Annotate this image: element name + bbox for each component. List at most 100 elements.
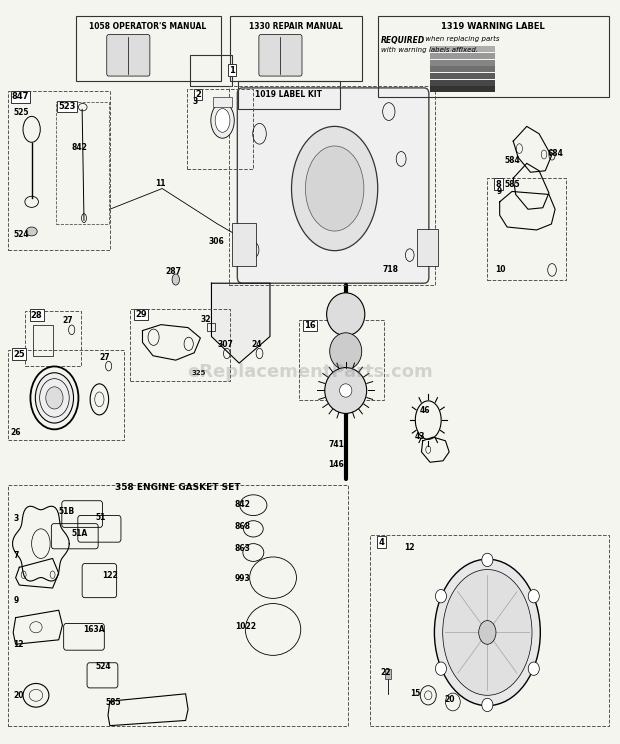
- Text: 12: 12: [404, 542, 415, 551]
- Text: 741: 741: [329, 440, 344, 449]
- Text: 842: 842: [72, 143, 87, 152]
- Ellipse shape: [211, 103, 234, 138]
- Text: 9: 9: [497, 187, 502, 196]
- Bar: [417, 229, 438, 266]
- Text: 1022: 1022: [235, 623, 256, 632]
- Bar: [430, 86, 495, 92]
- Text: 4: 4: [378, 538, 384, 547]
- Text: 10: 10: [495, 265, 505, 274]
- Bar: [190, 54, 232, 86]
- Bar: [430, 73, 495, 79]
- Text: 146: 146: [329, 460, 344, 469]
- Text: 122: 122: [102, 571, 118, 580]
- Bar: [430, 60, 495, 65]
- Text: 11: 11: [155, 179, 166, 188]
- Bar: [430, 66, 495, 72]
- Text: 2: 2: [195, 90, 201, 99]
- Text: 847: 847: [12, 92, 29, 101]
- Bar: [487, 178, 566, 280]
- Bar: [430, 80, 495, 86]
- Text: 9: 9: [13, 596, 19, 605]
- Text: 29: 29: [135, 310, 147, 318]
- Text: 325: 325: [192, 370, 206, 376]
- Text: 163A: 163A: [83, 626, 105, 635]
- Text: REQUIRED: REQUIRED: [381, 36, 425, 45]
- Text: 842: 842: [235, 500, 250, 509]
- Text: 24: 24: [252, 340, 262, 349]
- Bar: [232, 223, 256, 266]
- Bar: [238, 80, 340, 109]
- Text: eReplacementParts.com: eReplacementParts.com: [187, 363, 433, 381]
- Text: 46: 46: [420, 406, 430, 415]
- Text: 26: 26: [10, 428, 20, 437]
- Text: 307: 307: [218, 340, 234, 349]
- Text: when replacing parts: when replacing parts: [423, 36, 499, 42]
- Ellipse shape: [291, 126, 378, 251]
- Text: 585: 585: [505, 180, 520, 189]
- Ellipse shape: [215, 109, 230, 132]
- Text: 684: 684: [547, 149, 563, 158]
- Text: 20: 20: [13, 690, 24, 699]
- Text: 584: 584: [505, 156, 520, 165]
- FancyBboxPatch shape: [107, 35, 150, 76]
- FancyBboxPatch shape: [237, 88, 429, 283]
- Text: 43: 43: [415, 432, 425, 440]
- Text: 27: 27: [63, 316, 73, 325]
- Bar: [8, 91, 110, 250]
- Bar: [378, 16, 609, 97]
- Text: 8: 8: [495, 179, 502, 188]
- Text: 51: 51: [95, 513, 106, 522]
- Ellipse shape: [46, 387, 63, 409]
- Text: 306: 306: [208, 237, 224, 246]
- Text: 1330 REPAIR MANUAL: 1330 REPAIR MANUAL: [249, 22, 343, 31]
- Circle shape: [528, 662, 539, 676]
- Bar: [213, 97, 232, 107]
- Text: 12: 12: [13, 641, 24, 650]
- Bar: [206, 323, 215, 330]
- Text: 525: 525: [13, 109, 29, 118]
- Text: 3: 3: [13, 514, 19, 524]
- Ellipse shape: [340, 384, 352, 397]
- Bar: [76, 16, 221, 81]
- Text: 863: 863: [235, 544, 250, 553]
- Text: 16: 16: [304, 321, 316, 330]
- Bar: [56, 102, 108, 224]
- Ellipse shape: [330, 333, 361, 370]
- Bar: [430, 53, 495, 59]
- Bar: [229, 86, 435, 285]
- Bar: [385, 669, 391, 679]
- Text: with warning labels affixed.: with warning labels affixed.: [381, 46, 478, 53]
- Text: 1019 LABEL KIT: 1019 LABEL KIT: [255, 90, 322, 99]
- Text: 3: 3: [193, 97, 198, 106]
- Polygon shape: [211, 283, 270, 363]
- Bar: [25, 310, 81, 366]
- Bar: [187, 89, 254, 169]
- Ellipse shape: [479, 620, 496, 644]
- Text: 25: 25: [14, 350, 25, 359]
- Circle shape: [435, 662, 446, 676]
- Circle shape: [435, 589, 446, 603]
- Text: 868: 868: [235, 522, 251, 531]
- Text: 51B: 51B: [59, 507, 75, 516]
- Ellipse shape: [306, 146, 364, 231]
- Text: 20: 20: [445, 695, 454, 704]
- Ellipse shape: [26, 227, 37, 236]
- Text: 27: 27: [99, 353, 110, 362]
- Circle shape: [482, 554, 493, 567]
- Bar: [430, 46, 495, 52]
- Text: 524: 524: [13, 230, 29, 239]
- Bar: [33, 324, 53, 356]
- Text: 1: 1: [229, 65, 235, 74]
- Bar: [370, 535, 609, 725]
- Text: 524: 524: [95, 662, 112, 671]
- Ellipse shape: [325, 368, 366, 414]
- Text: 1319 WARNING LABEL: 1319 WARNING LABEL: [441, 22, 545, 31]
- Circle shape: [528, 589, 539, 603]
- Text: 585: 585: [105, 698, 121, 707]
- Text: 51A: 51A: [71, 529, 87, 538]
- Ellipse shape: [435, 559, 540, 705]
- Ellipse shape: [443, 570, 532, 696]
- Bar: [230, 16, 362, 81]
- Bar: [299, 320, 384, 400]
- Text: 22: 22: [381, 668, 391, 677]
